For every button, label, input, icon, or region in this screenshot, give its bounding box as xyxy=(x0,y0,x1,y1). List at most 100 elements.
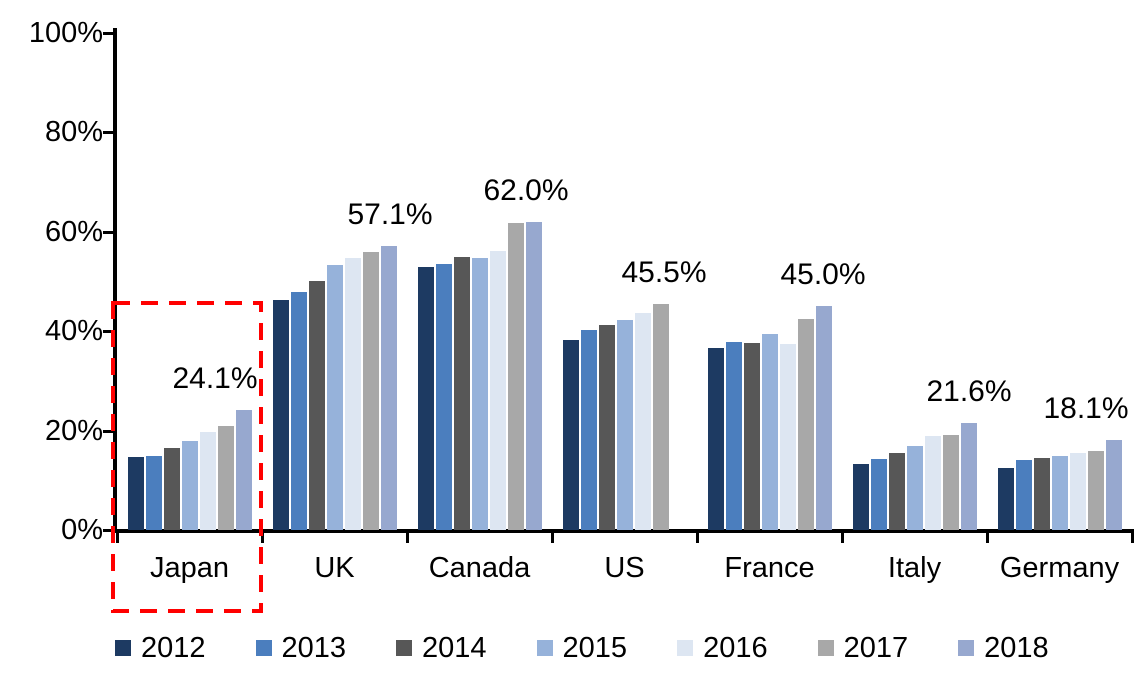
bar-germany-2016 xyxy=(1069,453,1086,530)
bar-japan-2013 xyxy=(145,456,162,530)
bar-canada-2015 xyxy=(471,258,488,530)
bar-us-2012 xyxy=(562,340,579,530)
bar-canada-2018 xyxy=(525,222,542,530)
bar-japan-2014 xyxy=(163,448,180,530)
category-label-france: France xyxy=(724,552,815,584)
bar-us-2014 xyxy=(598,325,615,530)
bar-france-2016 xyxy=(779,344,796,530)
category-label-japan: Japan xyxy=(149,552,229,584)
bar-italy-2016 xyxy=(924,436,941,530)
bar-italy-2012 xyxy=(852,464,869,530)
bar-italy-2014 xyxy=(888,453,905,530)
x-axis-line xyxy=(113,529,1134,533)
legend-item-2012: 2012 xyxy=(115,633,206,663)
bar-germany-2015 xyxy=(1051,456,1068,530)
legend-item-2013: 2013 xyxy=(255,632,347,664)
bar-group-uk xyxy=(262,33,407,530)
legend: 2012 2013 2014 2015 2016 2017 2018 xyxy=(115,633,1049,663)
bar-canada-2012 xyxy=(417,267,434,530)
bar-group-italy xyxy=(842,33,987,530)
bar-france-2015 xyxy=(761,334,778,530)
bar-group-us xyxy=(552,33,697,530)
y-tick-label: 20% xyxy=(44,414,103,447)
legend-swatch-2012 xyxy=(115,640,131,656)
y-axis-line xyxy=(113,28,117,533)
legend-label-2013: 2013 xyxy=(281,632,347,664)
value-label-us: 45.5% xyxy=(621,256,707,289)
bar-uk-2015 xyxy=(326,265,343,530)
x-tick-mark xyxy=(1131,530,1134,543)
legend-item-2017: 2017 xyxy=(817,632,909,664)
bar-japan-2017 xyxy=(217,426,234,530)
y-tick-mark xyxy=(103,131,117,135)
bar-japan-2018 xyxy=(235,410,252,530)
bar-group-france xyxy=(697,33,842,530)
legend-label-2012: 2012 xyxy=(141,632,206,664)
value-label-germany: 18.1% xyxy=(1043,392,1129,425)
category-label-italy: Italy xyxy=(887,552,942,584)
y-tick-mark xyxy=(103,330,117,334)
bar-italy-2015 xyxy=(906,446,923,530)
legend-swatch-2013 xyxy=(255,640,272,656)
bar-canada-2014 xyxy=(453,257,470,530)
legend-item-2015: 2015 xyxy=(536,633,627,663)
y-tick-mark xyxy=(103,529,117,532)
category-label-germany: Germany xyxy=(999,552,1120,584)
legend-item-2014: 2014 xyxy=(396,633,487,663)
legend-label-2017: 2017 xyxy=(843,632,909,664)
x-tick-mark xyxy=(406,530,409,543)
bar-uk-2012 xyxy=(272,300,289,530)
value-label-france: 45.0% xyxy=(780,258,866,291)
legend-label-2016: 2016 xyxy=(703,632,768,664)
bar-group-germany xyxy=(987,33,1132,530)
legend-swatch-2017 xyxy=(817,640,834,656)
bar-japan-2016 xyxy=(199,432,216,530)
legend-item-2016: 2016 xyxy=(677,633,768,663)
bar-japan-2012 xyxy=(127,457,144,530)
x-tick-mark xyxy=(551,530,554,543)
legend-swatch-2018 xyxy=(958,640,975,656)
bar-uk-2013 xyxy=(290,292,307,530)
x-tick-mark xyxy=(261,530,264,543)
bar-uk-2016 xyxy=(344,258,361,530)
legend-item-2018: 2018 xyxy=(958,633,1049,663)
bar-group-canada xyxy=(407,33,552,530)
legend-swatch-2015 xyxy=(536,640,553,656)
y-tick-mark xyxy=(103,32,117,35)
bar-us-2017 xyxy=(652,304,669,530)
bar-italy-2017 xyxy=(942,435,959,530)
bar-france-2013 xyxy=(725,342,742,530)
legend-swatch-2014 xyxy=(396,640,413,656)
category-label-uk: UK xyxy=(314,552,355,584)
bar-france-2012 xyxy=(707,348,724,530)
x-tick-mark xyxy=(841,530,844,543)
bar-italy-2018 xyxy=(960,423,977,530)
bar-uk-2017 xyxy=(362,252,379,530)
y-tick-label: 40% xyxy=(44,315,103,348)
bar-germany-2012 xyxy=(997,468,1014,530)
bar-us-2015 xyxy=(616,320,633,530)
y-tick-label: 0% xyxy=(61,514,103,546)
bar-france-2017 xyxy=(797,319,814,530)
legend-swatch-2016 xyxy=(677,640,694,656)
legend-label-2014: 2014 xyxy=(422,632,487,664)
x-tick-mark xyxy=(116,530,119,543)
bar-france-2014 xyxy=(743,343,760,530)
category-label-canada: Canada xyxy=(428,552,531,584)
y-tick-label: 80% xyxy=(44,116,103,149)
value-label-japan: 24.1% xyxy=(172,362,258,395)
bar-canada-2013 xyxy=(435,264,452,530)
bar-germany-2018 xyxy=(1105,440,1122,530)
bar-japan-2015 xyxy=(181,441,198,530)
y-tick-mark xyxy=(103,230,117,234)
bar-germany-2014 xyxy=(1033,458,1050,530)
value-label-italy: 21.6% xyxy=(926,375,1012,408)
category-label-us: US xyxy=(604,552,645,584)
y-tick-label: 100% xyxy=(28,17,103,49)
y-tick-label: 60% xyxy=(44,215,103,248)
bar-germany-2013 xyxy=(1015,460,1032,530)
bar-canada-2016 xyxy=(489,251,506,530)
y-tick-mark xyxy=(103,429,117,433)
bar-uk-2018 xyxy=(380,246,397,530)
